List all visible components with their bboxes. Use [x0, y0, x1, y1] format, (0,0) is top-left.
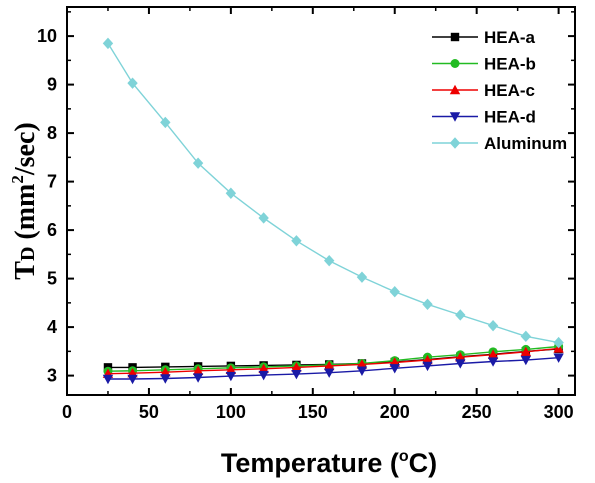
y-tick-label: 10 — [37, 26, 57, 46]
x-axis-title: Temperature (oC) — [221, 448, 437, 478]
y-axis-label-unit: (mm — [10, 184, 41, 247]
plot-frame — [66, 6, 576, 396]
data-point — [291, 369, 302, 380]
legend-marker — [450, 32, 460, 42]
data-point — [520, 330, 532, 343]
y-tick-label: 5 — [47, 269, 57, 289]
legend-label: HEA-c — [484, 81, 535, 100]
y-axis-label-unit-tail: /sec) — [10, 122, 41, 176]
legend-label: HEA-b — [484, 55, 536, 74]
legend-label: Aluminum — [484, 134, 567, 153]
x-tick-label: 300 — [544, 402, 574, 422]
data-point — [160, 116, 171, 129]
legend-item: HEA-c — [432, 81, 535, 100]
data-point — [455, 359, 466, 369]
series-aluminum — [102, 37, 564, 349]
data-point — [455, 309, 466, 321]
data-point — [455, 351, 466, 362]
data-point — [258, 363, 269, 374]
data-point — [553, 336, 564, 349]
legend-label: HEA-d — [484, 108, 536, 127]
data-point — [520, 346, 532, 357]
data-point — [127, 77, 138, 89]
legend-item: HEA-b — [432, 55, 536, 74]
data-point — [160, 367, 171, 377]
y-tick-label: 9 — [47, 75, 57, 95]
legend-marker — [449, 112, 461, 122]
legend-item: HEA-d — [432, 108, 536, 127]
data-point — [291, 235, 302, 247]
legend-item: Aluminum — [432, 134, 567, 153]
data-point — [422, 298, 433, 311]
series-group — [102, 37, 564, 385]
data-point — [225, 187, 237, 199]
y-axis-label: TD (mm2/sec) — [8, 122, 41, 279]
x-axis-ticks: 0 50 100 150 200 250 300 — [62, 7, 574, 422]
data-point — [258, 370, 269, 381]
data-point — [291, 362, 302, 372]
legend-marker — [449, 84, 461, 95]
x-axis-label-unit: C) — [409, 448, 438, 478]
data-point — [422, 361, 433, 372]
x-tick-label: 100 — [216, 402, 246, 422]
data-point — [258, 212, 269, 224]
legend-marker — [449, 137, 461, 149]
y-tick-label: 7 — [47, 172, 57, 192]
x-tick-label: 250 — [462, 402, 492, 422]
y-tick-label: 3 — [47, 366, 57, 386]
data-point — [192, 373, 204, 383]
y-axis-label-sup: 2 — [8, 175, 27, 184]
x-tick-label: 200 — [380, 402, 410, 422]
x-axis-label: Temperature (oC) — [221, 448, 437, 478]
data-point — [192, 157, 204, 169]
data-point — [323, 360, 335, 371]
data-point — [356, 359, 368, 369]
x-tick-label: 150 — [298, 402, 328, 422]
data-point — [389, 364, 400, 374]
data-point — [192, 365, 204, 375]
data-point — [102, 374, 114, 385]
data-point — [225, 371, 237, 382]
x-axis-label-degree: o — [399, 448, 409, 465]
data-point — [487, 357, 499, 367]
data-point — [356, 271, 368, 283]
data-point — [553, 353, 564, 363]
y-axis-label-sub: D — [17, 247, 39, 261]
data-point — [323, 254, 335, 267]
legend-label: HEA-a — [484, 28, 536, 47]
data-point — [102, 37, 114, 50]
legend-item: HEA-a — [432, 28, 536, 47]
y-axis-ticks: 3 4 5 6 7 8 9 10 — [37, 11, 575, 386]
x-tick-label: 50 — [139, 402, 159, 422]
y-tick-label: 6 — [47, 220, 57, 240]
data-point — [487, 349, 499, 359]
data-point — [160, 374, 171, 384]
legend-marker — [450, 59, 460, 68]
series-hea-d — [102, 353, 564, 385]
data-point — [487, 319, 499, 332]
y-axis-title: TD (mm2/sec) — [8, 122, 41, 279]
data-point — [356, 366, 368, 376]
y-axis-label-main: T — [10, 261, 41, 280]
data-point — [520, 355, 532, 366]
x-tick-label: 0 — [62, 402, 72, 422]
data-point — [127, 374, 138, 385]
x-axis-label-main: Temperature ( — [221, 448, 399, 478]
y-tick-label: 4 — [47, 317, 57, 337]
legend: HEA-a HEA-b HEA-c HEA-d Aluminum — [432, 28, 567, 153]
data-point — [323, 368, 335, 378]
data-point — [225, 364, 237, 374]
data-point — [389, 285, 400, 298]
y-tick-label: 8 — [47, 123, 57, 143]
plot-frame-group — [66, 6, 576, 396]
